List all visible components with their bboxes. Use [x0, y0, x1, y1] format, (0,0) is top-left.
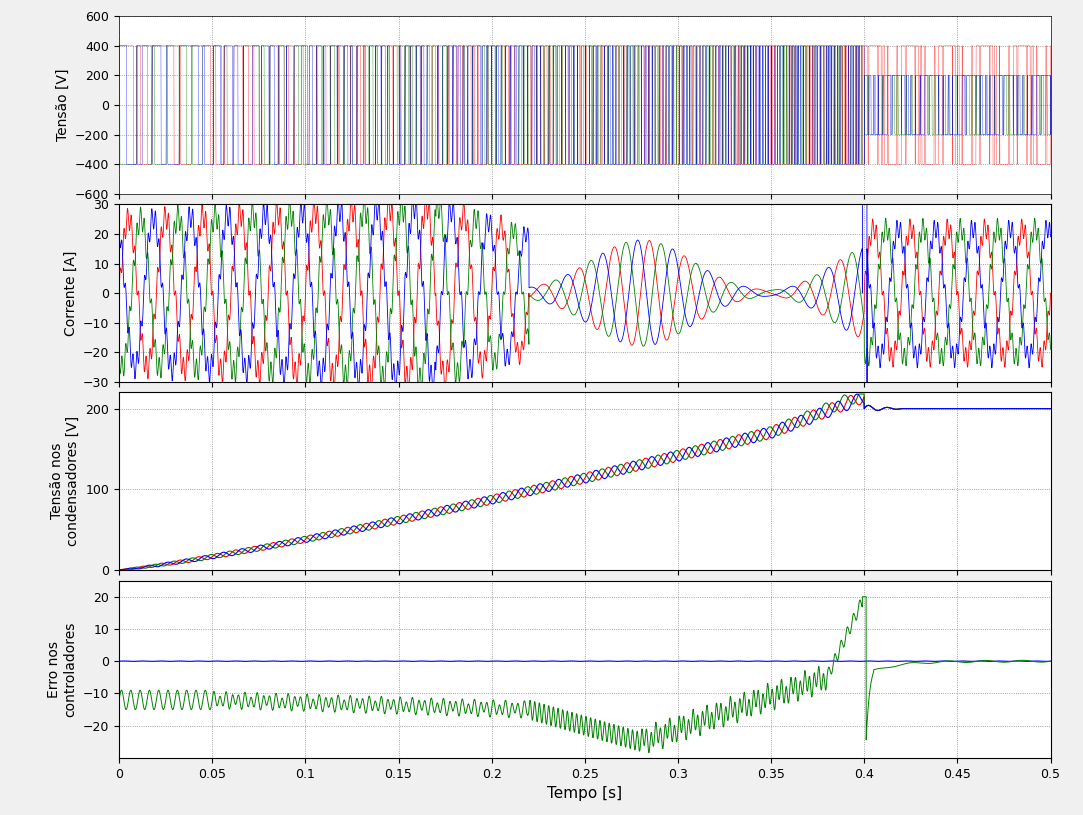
Y-axis label: Tensão nos
condensadores [V]: Tensão nos condensadores [V] — [50, 416, 80, 546]
Y-axis label: Tensão [V]: Tensão [V] — [55, 68, 69, 141]
Y-axis label: Erro nos
controladores: Erro nos controladores — [48, 622, 78, 717]
X-axis label: Tempo [s]: Tempo [s] — [547, 786, 623, 801]
Y-axis label: Corrente [A]: Corrente [A] — [64, 250, 78, 336]
